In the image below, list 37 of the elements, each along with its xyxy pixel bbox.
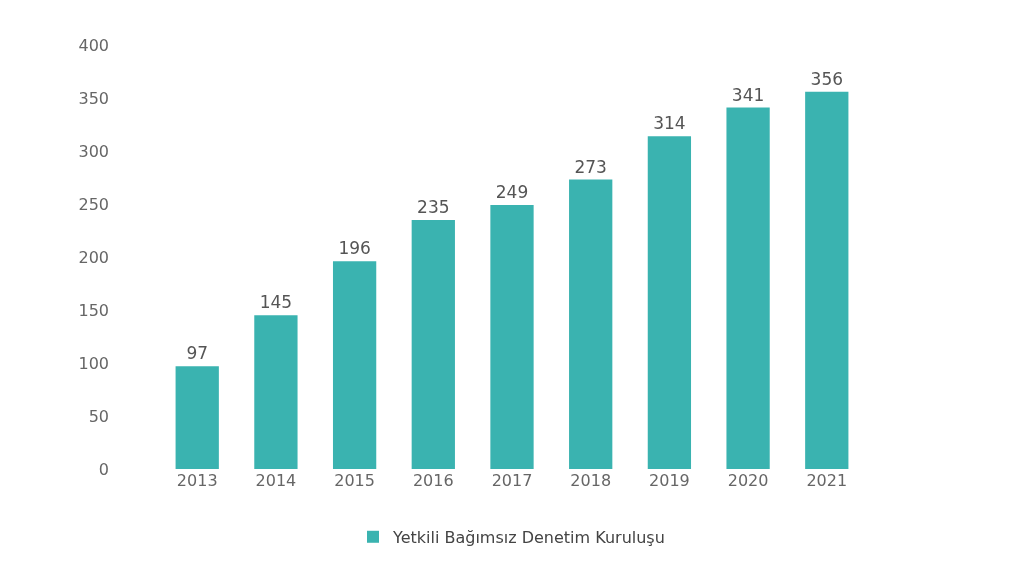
bar <box>569 179 613 469</box>
bar <box>805 91 849 469</box>
x-tick-label: 2015 <box>334 471 375 490</box>
bar <box>490 205 534 469</box>
data-label: 249 <box>495 182 529 203</box>
bar <box>411 219 455 469</box>
x-tick-label: 2019 <box>649 471 690 490</box>
data-label: 235 <box>417 196 450 217</box>
x-tick-label: 2017 <box>491 471 533 490</box>
y-tick-label: 250 <box>78 194 109 214</box>
bar <box>175 366 219 469</box>
y-tick-label: 350 <box>78 88 109 108</box>
y-tick-label: 150 <box>78 300 109 320</box>
x-tick-label: 2014 <box>255 471 297 490</box>
data-label: 273 <box>574 156 607 177</box>
y-tick-label: 50 <box>88 406 109 426</box>
data-label: 314 <box>653 113 686 134</box>
x-tick-label: 2021 <box>806 471 848 490</box>
data-label: 356 <box>810 68 844 89</box>
data-label: 341 <box>731 84 765 105</box>
x-tick-label: 2020 <box>727 471 769 490</box>
y-tick-label: 400 <box>78 35 109 55</box>
bar <box>647 136 692 469</box>
y-tick-label: 300 <box>78 141 109 161</box>
y-tick-label: 100 <box>78 353 109 373</box>
y-tick-label: 200 <box>78 247 109 267</box>
data-label: 145 <box>259 292 293 313</box>
y-tick-label: 0 <box>98 459 109 479</box>
x-tick-label: 2016 <box>412 471 454 490</box>
bar <box>254 315 298 469</box>
data-label: 97 <box>186 343 209 364</box>
bar <box>726 107 770 469</box>
data-label: 196 <box>338 238 371 259</box>
legend-label: Yetkili Bağımsız Denetim Kuruluşu <box>392 528 665 548</box>
bar <box>332 261 377 469</box>
x-tick-label: 2018 <box>570 471 612 490</box>
x-tick-label: 2013 <box>176 471 218 490</box>
